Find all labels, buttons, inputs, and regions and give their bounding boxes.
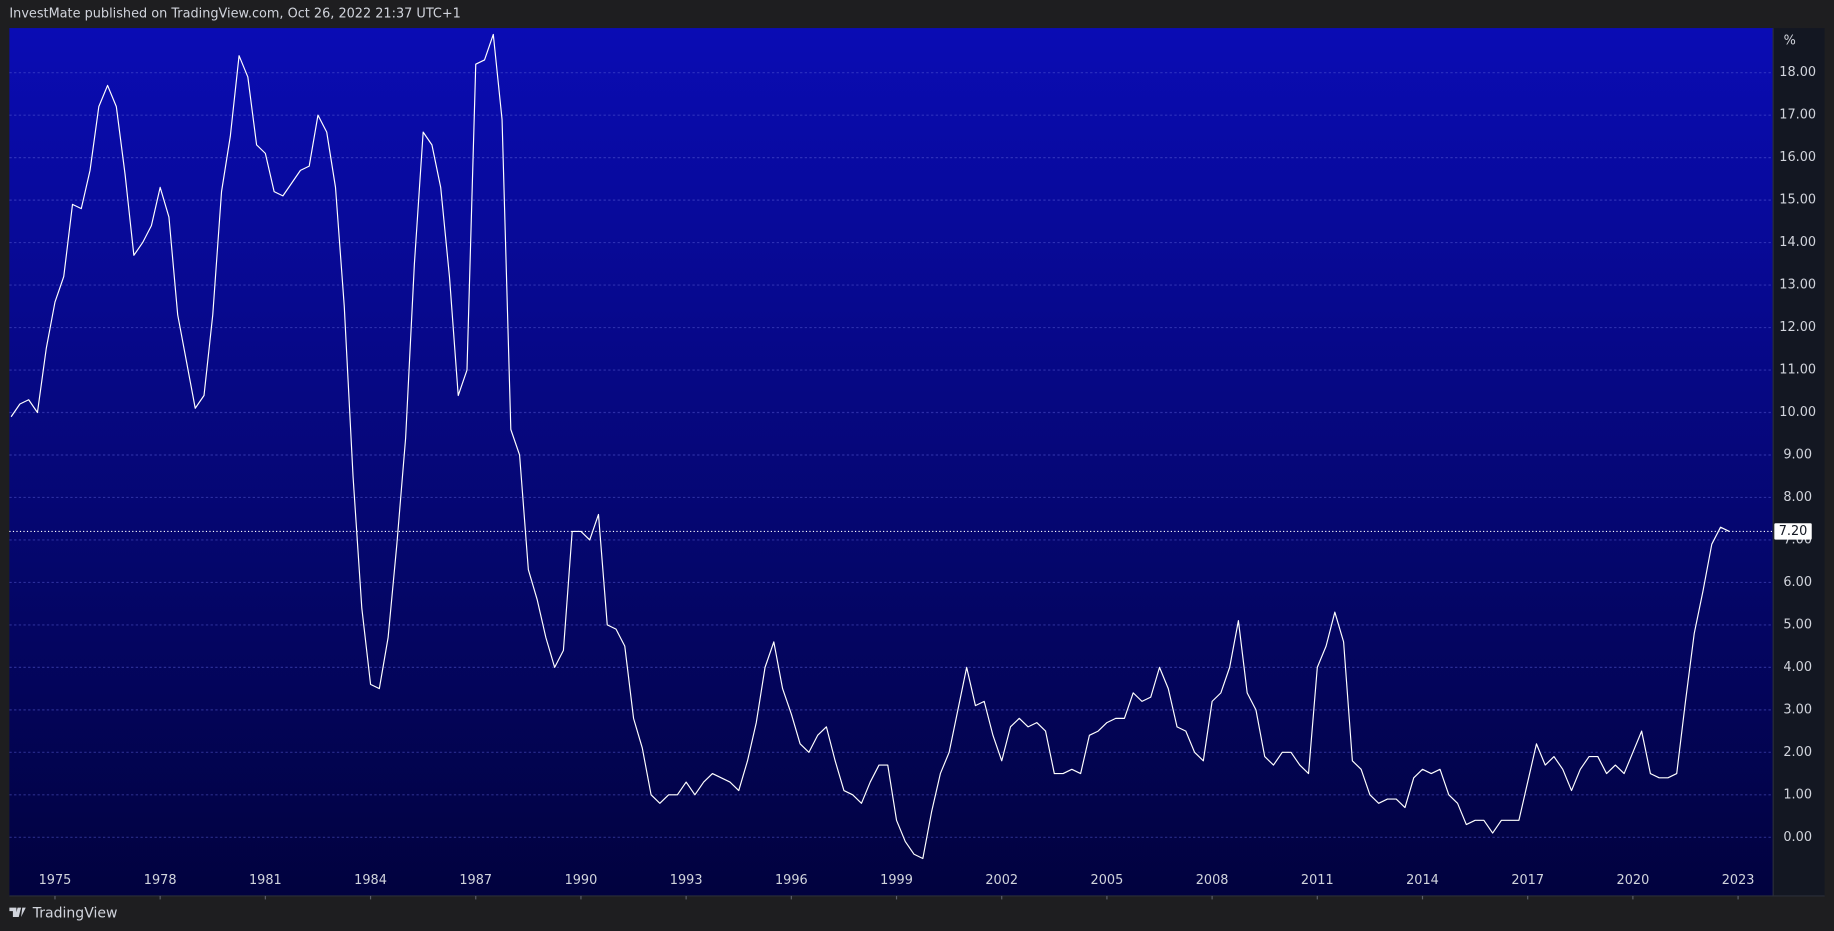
y-tick-label: 17.00 <box>1779 108 1816 123</box>
logo <box>9 907 26 917</box>
x-tick-label: 2020 <box>1617 873 1650 888</box>
y-tick-label: 0.00 <box>1783 830 1812 845</box>
x-tick-label: 1996 <box>775 873 808 888</box>
x-tick-label: 2017 <box>1511 873 1544 888</box>
labels: 0.001.002.003.004.005.006.007.008.009.00… <box>39 33 1817 888</box>
y-tick-label: 1.00 <box>1783 787 1812 802</box>
y-tick-label: 18.00 <box>1779 65 1816 80</box>
y-tick-label: 15.00 <box>1779 193 1816 208</box>
y-tick-label: 5.00 <box>1783 617 1812 632</box>
price-axis <box>1773 28 1825 896</box>
x-tick-label: 1990 <box>565 873 598 888</box>
y-tick-label: 16.00 <box>1779 150 1816 165</box>
x-tick-label: 1987 <box>459 873 492 888</box>
footer: TradingView <box>32 905 118 921</box>
y-tick-label: 14.00 <box>1779 235 1816 250</box>
y-tick-label: 13.00 <box>1779 278 1816 293</box>
plot-area <box>9 28 1774 896</box>
header: InvestMate published on TradingView.com,… <box>9 7 460 22</box>
x-tick-label: 2002 <box>985 873 1018 888</box>
x-tick-label: 2023 <box>1722 873 1755 888</box>
x-tick-label: 2008 <box>1196 873 1229 888</box>
marks <box>9 33 1774 860</box>
y-tick-label: 6.00 <box>1783 575 1812 590</box>
last-value-label: 7.20 <box>1779 524 1808 539</box>
y-tick-label: 4.00 <box>1783 660 1812 675</box>
data-line <box>10 33 1730 860</box>
grid <box>9 72 1774 900</box>
x-tick-label: 1975 <box>39 873 72 888</box>
y-tick-label: 2.00 <box>1783 745 1812 760</box>
x-tick-label: 2014 <box>1406 873 1439 888</box>
x-tick-label: 1984 <box>354 873 387 888</box>
x-tick-label: 2005 <box>1091 873 1124 888</box>
y-tick-label: 10.00 <box>1779 405 1816 420</box>
x-tick-label: 1981 <box>249 873 282 888</box>
y-tick-label: 8.00 <box>1783 490 1812 505</box>
x-tick-label: 1978 <box>144 873 177 888</box>
x-tick-label: 2011 <box>1301 873 1334 888</box>
y-tick-label: 11.00 <box>1779 363 1816 378</box>
y-tick-label: 3.00 <box>1783 702 1812 717</box>
unit-label: % <box>1784 33 1796 48</box>
y-tick-label: 12.00 <box>1779 320 1816 335</box>
y-tick-label: 9.00 <box>1783 447 1812 462</box>
last-value-box <box>1774 523 1812 540</box>
x-tick-label: 1999 <box>880 873 913 888</box>
x-tick-label: 1993 <box>670 873 703 888</box>
